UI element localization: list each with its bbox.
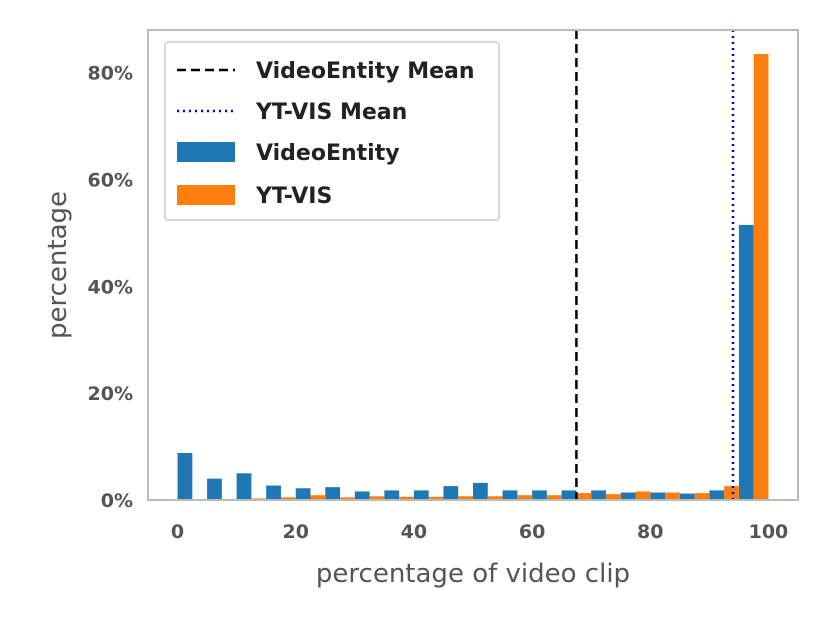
bar-ytvis-50: [487, 496, 503, 500]
bar-videoentity-40: [413, 490, 429, 500]
bar-ytvis-35: [399, 496, 414, 500]
bar-videoentity-55: [502, 490, 518, 500]
legend-swatch-ytvis: [177, 185, 235, 205]
bar-videoentity-65: [561, 490, 577, 500]
bar-videoentity-10: [236, 473, 252, 500]
bar-ytvis-30: [369, 496, 385, 500]
y-tick-80: 80%: [88, 63, 133, 85]
bar-videoentity-35: [384, 490, 400, 500]
legend-label-videoentity-mean: VideoEntity Mean: [256, 59, 475, 84]
x-tick-100: 100: [749, 521, 789, 543]
x-tick-0: 0: [171, 521, 184, 543]
x-axis-title: percentage of video clip: [316, 559, 630, 589]
bar-videoentity-70: [591, 490, 606, 500]
legend-label-ytvis: YT-VIS: [255, 184, 332, 209]
bar-ytvis-65: [576, 493, 592, 500]
bar-videoentity-30: [354, 491, 370, 500]
legend-swatch-videoentity: [177, 142, 235, 162]
x-tick-80: 80: [637, 521, 663, 543]
bar-ytvis-90: [724, 486, 739, 500]
bar-videoentity-95: [738, 224, 754, 500]
legend-box: [164, 41, 500, 221]
legend-label-videoentity: VideoEntity: [256, 141, 400, 166]
y-tick-60: 60%: [88, 170, 133, 192]
x-tick-20: 20: [283, 521, 309, 543]
mean-lines-layer: [575, 30, 735, 500]
bar-ytvis-75: [635, 491, 651, 500]
legend: VideoEntity Mean YT-VIS Mean VideoEntity…: [164, 41, 500, 221]
bar-videoentity-25: [325, 487, 341, 500]
bar-videoentity-20: [295, 488, 311, 500]
bar-ytvis-45: [458, 496, 473, 500]
bar-videoentity-80: [650, 492, 666, 500]
bar-videoentity-0: [177, 453, 193, 500]
bar-ytvis-55: [517, 495, 533, 500]
x-tick-labels: 0 20 40 60 80 100: [171, 521, 788, 543]
x-tick-40: 40: [401, 521, 427, 543]
bar-videoentity-90: [709, 490, 725, 500]
bar-videoentity-45: [443, 486, 459, 500]
bars-layer: [177, 54, 769, 501]
y-tick-0: 0%: [101, 490, 133, 512]
bar-videoentity-60: [532, 490, 547, 500]
bar-ytvis-25: [340, 497, 355, 500]
bar-ytvis-60: [546, 495, 562, 500]
bar-ytvis-80: [665, 492, 680, 500]
bar-videoentity-5: [207, 478, 222, 500]
plot-frame: [147, 29, 799, 501]
bar-ytvis-40: [428, 496, 444, 500]
x-tick-60: 60: [519, 521, 545, 543]
bar-ytvis-15: [280, 497, 296, 500]
y-tick-40: 40%: [88, 276, 133, 298]
bar-ytvis-70: [605, 494, 621, 500]
bar-ytvis-85: [694, 493, 710, 500]
y-tick-labels: 0% 20% 40% 60% 80%: [88, 63, 133, 512]
bar-videoentity-50: [473, 482, 488, 500]
legend-label-ytvis-mean: YT-VIS Mean: [255, 100, 407, 125]
bar-videoentity-85: [679, 493, 695, 500]
bar-ytvis-20: [310, 495, 326, 500]
bar-videoentity-75: [620, 492, 636, 500]
bar-videoentity-15: [266, 485, 281, 500]
bar-ytvis-95: [753, 54, 769, 501]
y-tick-20: 20%: [88, 383, 133, 405]
y-axis-title: percentage: [43, 191, 73, 339]
